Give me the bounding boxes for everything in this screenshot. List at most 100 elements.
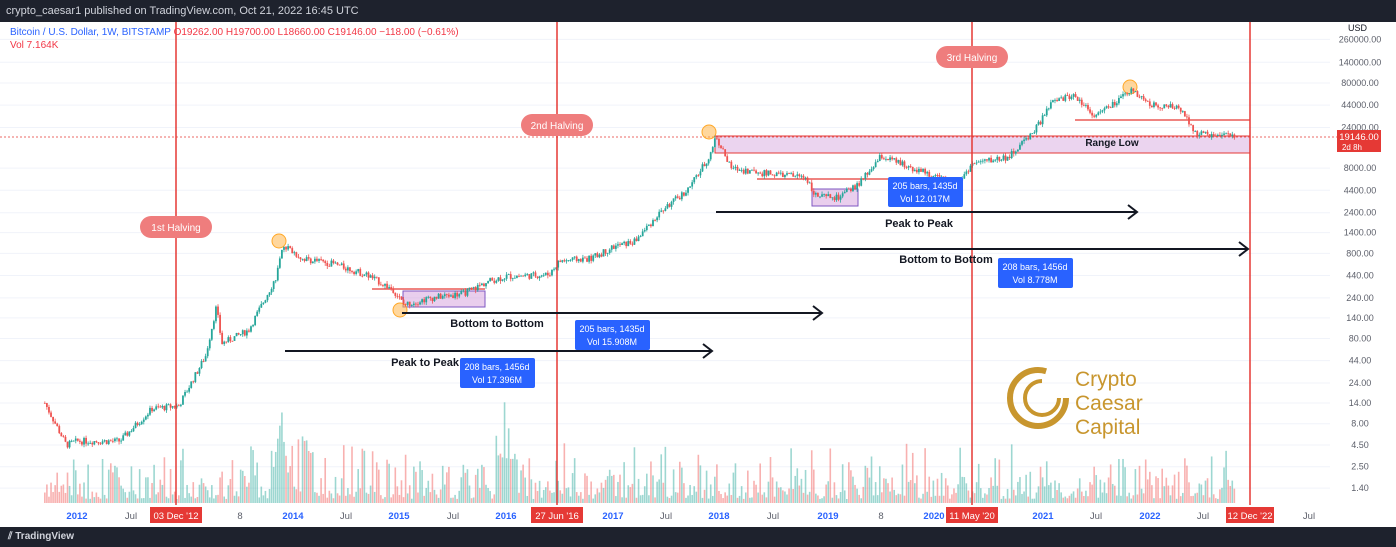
publisher-text: crypto_caesar1 published on TradingView.… — [6, 5, 359, 17]
candle-body — [353, 271, 355, 274]
volume-bar — [359, 488, 362, 503]
volume-bar — [287, 472, 289, 503]
volume-bar — [567, 487, 570, 503]
candle-body — [1066, 95, 1069, 96]
volume-bar — [1054, 480, 1056, 503]
price-chart[interactable]: 1st Halving 03 Dec '12 2nd Halving 27 Jun '… — [0, 22, 1396, 527]
candle-body — [524, 274, 527, 277]
tradingview-logo[interactable]: ⫽ TradingView — [8, 531, 74, 542]
volume-bar — [561, 493, 564, 503]
volume-bar — [241, 470, 244, 503]
volume-bar — [646, 473, 648, 503]
candle-body — [171, 406, 174, 408]
countdown-label: 2d 8h — [1342, 143, 1362, 152]
volume-bar — [615, 496, 617, 503]
candle-body — [557, 260, 560, 268]
candle-body — [1118, 98, 1120, 104]
volume-bar — [1078, 478, 1081, 503]
volume-bar — [476, 468, 479, 503]
candle-body — [796, 174, 799, 176]
candle-body — [373, 276, 376, 279]
volume-bar — [691, 494, 693, 503]
volume-bar — [138, 469, 141, 503]
arrow-label: Bottom to Bottom — [450, 318, 544, 330]
volume-bar — [1200, 484, 1203, 503]
chart-area[interactable]: 1st Halving 03 Dec '12 2nd Halving 27 Jun '… — [0, 22, 1396, 527]
candle-body — [625, 241, 628, 247]
candle-body — [1212, 134, 1215, 136]
candle-body — [346, 267, 349, 271]
candle-body — [295, 252, 298, 257]
volume-bar — [1140, 488, 1143, 503]
volume-bar — [443, 484, 446, 503]
candle-body — [445, 294, 448, 296]
candle-body — [1163, 104, 1166, 109]
volume-bar — [786, 494, 788, 503]
candle-body — [728, 161, 731, 163]
candle-body — [429, 296, 432, 298]
candle-body — [814, 192, 817, 195]
candle-body — [779, 172, 782, 174]
candle-body — [759, 172, 762, 174]
candle-body — [1000, 159, 1003, 161]
candle-body — [493, 280, 496, 283]
volume-bar — [1101, 492, 1104, 503]
volume-bar — [50, 482, 52, 503]
candle-body — [674, 196, 677, 199]
volume-bar — [200, 478, 203, 503]
volume-bar — [441, 465, 444, 503]
volume-bar — [932, 480, 935, 503]
volume-bar — [503, 402, 506, 503]
candle-body — [967, 171, 970, 173]
candle-body — [1014, 151, 1017, 154]
candle-body — [248, 330, 250, 332]
volume-bar — [1175, 498, 1178, 503]
candle-body — [804, 177, 807, 179]
volume-bar — [848, 462, 850, 503]
volume-bar — [450, 497, 452, 503]
measure-bars: 205 bars, 1435d — [892, 181, 957, 191]
candle-body — [926, 171, 929, 174]
candle-body — [217, 306, 219, 315]
measure-box — [460, 358, 535, 388]
candle-body — [501, 279, 504, 281]
volume-bar — [841, 464, 844, 503]
candle-body — [227, 337, 230, 343]
candle-body — [870, 169, 873, 172]
volume-bar — [206, 490, 209, 503]
candle-body — [833, 197, 836, 201]
candle-body — [1153, 102, 1155, 108]
candle-body — [882, 158, 885, 160]
volume-bar — [773, 496, 776, 503]
candle-body — [1091, 112, 1094, 116]
candle-body — [398, 296, 401, 298]
volume-bar — [594, 494, 597, 503]
candle-body — [701, 164, 704, 172]
volume-bar — [330, 493, 333, 503]
candle-body — [641, 231, 644, 237]
measure-bars: 208 bars, 1456d — [464, 362, 529, 372]
candle-body — [138, 424, 141, 426]
candle-body — [635, 238, 638, 242]
candle-body — [526, 274, 529, 275]
volume-bar — [736, 497, 739, 503]
candle-body — [505, 274, 508, 279]
volume-bar — [1173, 474, 1176, 503]
volume-bar — [326, 497, 329, 503]
candle-body — [97, 442, 100, 444]
candle-body — [483, 283, 485, 287]
candle-body — [509, 274, 512, 279]
volume-bar — [979, 488, 982, 503]
candle-body — [266, 295, 269, 301]
candle-body — [452, 295, 454, 298]
candle-body — [1041, 115, 1044, 125]
candle-body — [202, 361, 205, 362]
candle-body — [1072, 94, 1075, 97]
candle-body — [1200, 131, 1203, 135]
candle-body — [206, 348, 209, 357]
volume-bar — [1103, 482, 1106, 503]
candle-body — [48, 406, 50, 413]
volume-bar — [984, 493, 986, 503]
candle-body — [936, 175, 939, 176]
y-tick-label: 80000.00 — [1341, 78, 1379, 88]
